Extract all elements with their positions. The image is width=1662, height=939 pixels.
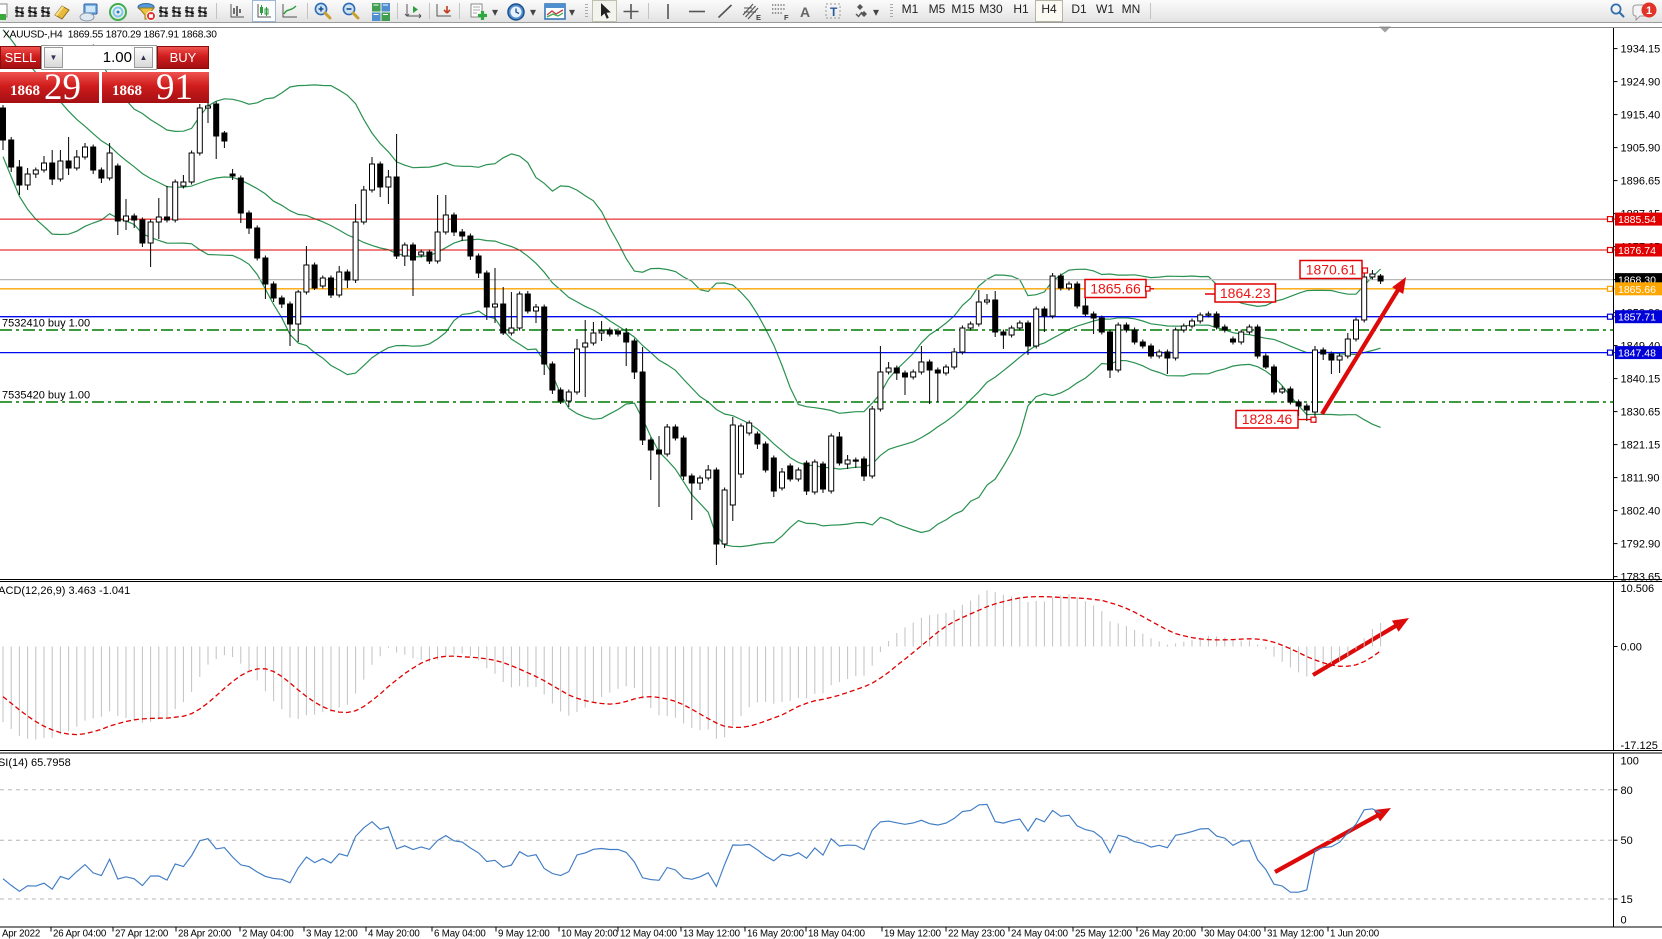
svg-text:1915.40: 1915.40 — [1621, 110, 1661, 122]
svg-text:XAUUSD-,H4 1869.55 1870.29 18: XAUUSD-,H4 1869.55 1870.29 1867.91 1868.… — [3, 30, 217, 41]
svg-text:0.00: 0.00 — [1621, 642, 1642, 654]
svg-text:1828.46: 1828.46 — [1242, 411, 1293, 427]
svg-text:10 May 20:00: 10 May 20:00 — [561, 929, 619, 939]
svg-text:100: 100 — [1621, 756, 1639, 768]
svg-text:E: E — [756, 13, 761, 21]
svg-text:1885.54: 1885.54 — [1618, 214, 1656, 226]
svg-text:1802.40: 1802.40 — [1621, 506, 1661, 518]
svg-text:26 Apr 04:00: 26 Apr 04:00 — [53, 929, 107, 939]
svg-text:1905.90: 1905.90 — [1621, 143, 1661, 155]
svg-text:1865.66: 1865.66 — [1618, 284, 1656, 296]
svg-text:50: 50 — [1621, 835, 1633, 847]
svg-text:6 May 04:00: 6 May 04:00 — [434, 929, 486, 939]
svg-text:4 May 20:00: 4 May 20:00 — [368, 929, 420, 939]
svg-text:80: 80 — [1621, 785, 1633, 797]
svg-text:1857.71: 1857.71 — [1618, 312, 1656, 324]
svg-text:RSI(14) 65.7958: RSI(14) 65.7958 — [0, 757, 71, 769]
svg-text:25 May 12:00: 25 May 12:00 — [1075, 929, 1133, 939]
svg-text:7535420 buy 1.00: 7535420 buy 1.00 — [2, 390, 90, 402]
svg-text:28 Apr 20:00: 28 Apr 20:00 — [178, 929, 232, 939]
svg-text:1847.48: 1847.48 — [1618, 348, 1656, 360]
svg-text:3 May 12:00: 3 May 12:00 — [306, 929, 358, 939]
svg-text:30 May 04:00: 30 May 04:00 — [1204, 929, 1262, 939]
svg-text:1864.23: 1864.23 — [1220, 285, 1271, 301]
svg-text:2 May 04:00: 2 May 04:00 — [242, 929, 294, 939]
svg-text:1821.15: 1821.15 — [1621, 440, 1661, 452]
svg-text:13 May 12:00: 13 May 12:00 — [683, 929, 741, 939]
svg-text:18 May 04:00: 18 May 04:00 — [808, 929, 866, 939]
svg-text:12 May 04:00: 12 May 04:00 — [620, 929, 678, 939]
svg-text:0: 0 — [1621, 915, 1627, 927]
svg-text:24 May 04:00: 24 May 04:00 — [1011, 929, 1069, 939]
svg-text:Apr 2022: Apr 2022 — [2, 929, 40, 939]
svg-text:1830.65: 1830.65 — [1621, 407, 1661, 419]
svg-text:27 Apr 12:00: 27 Apr 12:00 — [115, 929, 169, 939]
svg-text:1 Jun 20:00: 1 Jun 20:00 — [1330, 929, 1380, 939]
svg-text:1840.15: 1840.15 — [1621, 374, 1661, 386]
svg-text:1870.61: 1870.61 — [1306, 262, 1357, 278]
svg-text:1896.65: 1896.65 — [1621, 176, 1661, 188]
svg-text:-17.125: -17.125 — [1621, 740, 1658, 752]
svg-text:1792.90: 1792.90 — [1621, 539, 1661, 551]
svg-text:F: F — [784, 13, 789, 21]
svg-text:16 May 20:00: 16 May 20:00 — [747, 929, 805, 939]
svg-text:9 May 12:00: 9 May 12:00 — [498, 929, 550, 939]
svg-text:1783.65: 1783.65 — [1621, 572, 1661, 584]
svg-text:26 May 20:00: 26 May 20:00 — [1139, 929, 1197, 939]
svg-text:1865.66: 1865.66 — [1090, 281, 1141, 297]
svg-text:MACD(12,26,9) 3.463 -1.041: MACD(12,26,9) 3.463 -1.041 — [0, 585, 130, 597]
svg-text:7532410 buy 1.00: 7532410 buy 1.00 — [2, 318, 90, 330]
svg-text:1: 1 — [1646, 5, 1652, 17]
svg-text:22 May 23:00: 22 May 23:00 — [948, 929, 1006, 939]
svg-text:31 May 12:00: 31 May 12:00 — [1267, 929, 1325, 939]
svg-text:19 May 12:00: 19 May 12:00 — [884, 929, 942, 939]
svg-text:1924.90: 1924.90 — [1621, 77, 1661, 89]
svg-text:1934.15: 1934.15 — [1621, 44, 1661, 56]
svg-text:1811.90: 1811.90 — [1621, 473, 1660, 485]
svg-text:1876.74: 1876.74 — [1618, 245, 1656, 257]
svg-text:10.506: 10.506 — [1621, 583, 1655, 595]
svg-text:T: T — [830, 5, 838, 19]
svg-text:15: 15 — [1621, 894, 1633, 906]
